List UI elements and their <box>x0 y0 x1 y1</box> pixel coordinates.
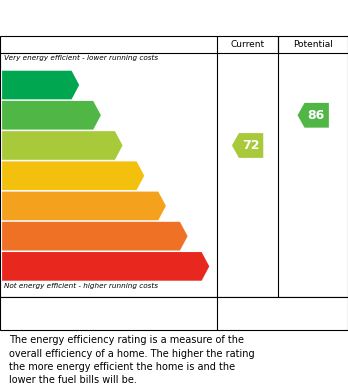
Polygon shape <box>2 161 144 190</box>
Text: G: G <box>210 260 221 273</box>
Text: 72: 72 <box>242 139 259 152</box>
Text: Energy Efficiency Rating: Energy Efficiency Rating <box>9 11 219 26</box>
Text: (21-38): (21-38) <box>6 233 32 239</box>
Bar <box>288 301 342 326</box>
Polygon shape <box>232 133 263 158</box>
Polygon shape <box>2 252 209 281</box>
Text: Current: Current <box>230 40 265 49</box>
Text: overall efficiency of a home. The higher the rating: overall efficiency of a home. The higher… <box>9 349 254 359</box>
Text: EU Directive: EU Directive <box>224 304 280 313</box>
Text: Very energy efficient - lower running costs: Very energy efficient - lower running co… <box>4 55 158 61</box>
Polygon shape <box>2 222 188 251</box>
Text: The energy efficiency rating is a measure of the: The energy efficiency rating is a measur… <box>9 335 244 345</box>
Text: England & Wales: England & Wales <box>9 305 166 323</box>
Text: lower the fuel bills will be.: lower the fuel bills will be. <box>9 375 136 385</box>
Text: (92-100): (92-100) <box>6 82 37 88</box>
Text: D: D <box>145 169 156 182</box>
Polygon shape <box>2 71 79 99</box>
Text: the more energy efficient the home is and the: the more energy efficient the home is an… <box>9 362 235 372</box>
Text: E: E <box>167 199 176 212</box>
Text: C: C <box>123 139 133 152</box>
Text: A: A <box>80 79 90 91</box>
Text: 86: 86 <box>307 109 325 122</box>
Polygon shape <box>2 192 166 220</box>
Text: Potential: Potential <box>293 40 333 49</box>
Polygon shape <box>2 131 122 160</box>
Text: B: B <box>102 109 112 122</box>
Text: Not energy efficient - higher running costs: Not energy efficient - higher running co… <box>4 283 158 289</box>
Text: F: F <box>188 230 197 243</box>
Text: (55-68): (55-68) <box>6 172 32 179</box>
Polygon shape <box>298 103 329 127</box>
Text: (81-91): (81-91) <box>6 112 32 118</box>
Polygon shape <box>2 101 101 129</box>
Text: (69-80): (69-80) <box>6 142 32 149</box>
Text: 2002/91/EC: 2002/91/EC <box>224 316 276 325</box>
Text: (39-54): (39-54) <box>6 203 32 209</box>
Text: (1-20): (1-20) <box>6 263 27 270</box>
